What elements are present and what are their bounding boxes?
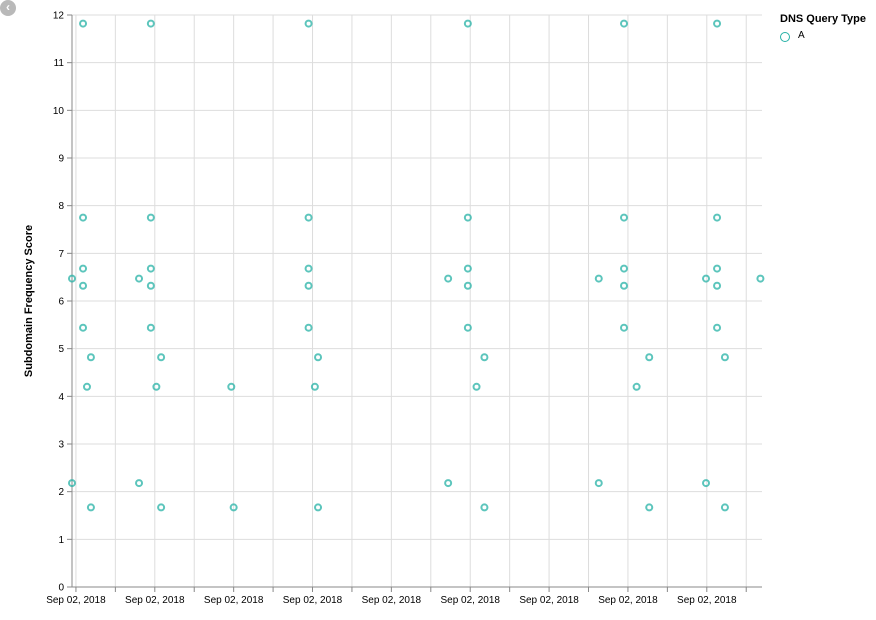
data-point[interactable] [756,274,765,283]
data-point[interactable] [227,382,236,391]
data-point[interactable] [713,323,722,332]
data-point[interactable] [314,503,323,512]
data-point[interactable] [702,274,711,283]
data-point[interactable] [645,353,654,362]
data-point[interactable] [79,323,88,332]
data-point[interactable] [463,213,472,222]
y-tick-label: 8 [58,201,64,212]
x-tick-label: Sep 02, 2018 [362,595,422,606]
y-tick-label: 7 [58,249,64,260]
data-point[interactable] [480,503,489,512]
data-point[interactable] [480,353,489,362]
data-point[interactable] [135,274,144,283]
data-point[interactable] [146,264,155,273]
data-point[interactable] [594,274,603,283]
data-point[interactable] [620,264,628,273]
x-tick-label: Sep 02, 2018 [283,595,343,606]
data-point[interactable] [146,213,155,222]
data-point[interactable] [620,213,628,222]
legend: DNS Query Type A [780,13,866,44]
x-tick-label: Sep 02, 2018 [440,595,500,606]
data-point[interactable] [713,264,722,273]
data-point[interactable] [463,281,472,290]
data-point[interactable] [620,323,628,332]
data-point[interactable] [304,281,313,290]
data-point[interactable] [620,281,628,290]
data-point[interactable] [463,323,472,332]
y-tick-label: 5 [58,344,64,355]
data-point[interactable] [79,264,88,273]
data-point[interactable] [86,503,95,512]
data-point[interactable] [304,264,313,273]
y-tick-label: 9 [58,154,64,165]
legend-circle-icon [780,32,790,42]
y-axis-title: Subdomain Frequency Score [23,224,35,378]
data-point[interactable] [79,213,88,222]
data-point[interactable] [68,479,76,488]
x-tick-label: Sep 02, 2018 [46,595,106,606]
data-point[interactable] [444,274,453,283]
data-point[interactable] [304,213,313,222]
data-point[interactable] [713,281,722,290]
x-tick-label: Sep 02, 2018 [598,595,658,606]
data-point[interactable] [444,479,453,488]
y-tick-label: 12 [53,11,65,22]
axes [67,14,762,592]
y-tick-label: 0 [58,583,64,594]
data-point[interactable] [152,382,161,391]
data-point[interactable] [304,323,313,332]
data-point[interactable] [463,264,472,273]
legend-item-a[interactable]: A [780,30,866,44]
data-point[interactable] [720,503,729,512]
chevron-left-icon: ‹ [6,0,10,14]
x-tick-label: Sep 02, 2018 [204,595,264,606]
x-tick-label: Sep 02, 2018 [125,595,185,606]
x-tick-label: Sep 02, 2018 [519,595,579,606]
y-tick-label: 3 [58,440,64,451]
data-point[interactable] [82,382,91,391]
y-tick-label: 10 [53,106,65,117]
data-points [68,19,765,512]
data-point[interactable] [79,281,88,290]
y-gridlines [72,14,762,588]
data-point[interactable] [620,19,628,28]
y-tick-label: 1 [58,535,64,546]
data-point[interactable] [229,503,238,512]
data-point[interactable] [146,281,155,290]
data-point[interactable] [314,353,323,362]
data-point[interactable] [713,213,722,222]
data-point[interactable] [86,353,95,362]
data-point[interactable] [632,382,641,391]
data-point[interactable] [463,19,472,28]
x-tick-label: Sep 02, 2018 [677,595,737,606]
data-point[interactable] [304,19,313,28]
legend-title: DNS Query Type [780,13,866,25]
data-point[interactable] [310,382,319,391]
data-point[interactable] [594,479,603,488]
y-tick-label: 4 [58,392,64,403]
data-point[interactable] [68,274,76,283]
back-button[interactable]: ‹ [0,0,16,16]
data-point[interactable] [79,19,88,28]
data-point[interactable] [146,19,155,28]
data-point[interactable] [713,19,722,28]
data-point[interactable] [157,353,166,362]
y-tick-label: 11 [54,58,65,69]
legend-label: A [798,30,805,41]
x-tick-labels: Sep 02, 2018 Sep 02, 2018 Sep 02, 2018 Sep … [46,595,737,606]
data-point[interactable] [472,382,481,391]
data-point[interactable] [135,479,144,488]
y-tick-label: 2 [58,487,64,498]
data-point[interactable] [146,323,155,332]
data-point[interactable] [702,479,711,488]
y-tick-label: 6 [58,297,64,308]
data-point[interactable] [720,353,729,362]
data-point[interactable] [157,503,166,512]
data-point[interactable] [645,503,654,512]
